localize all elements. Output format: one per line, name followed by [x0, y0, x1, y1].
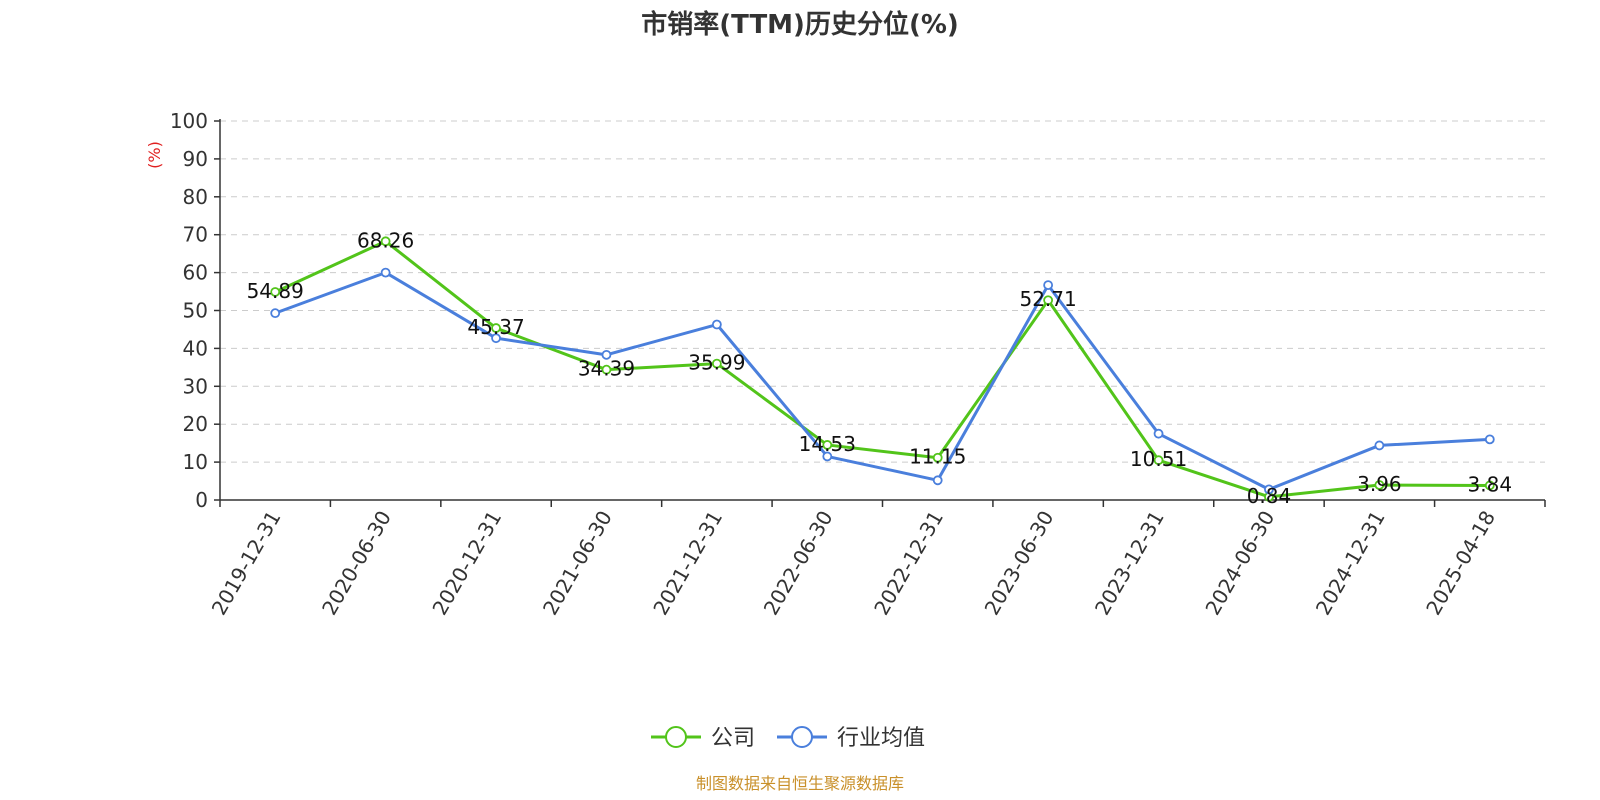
legend-marker: [791, 726, 813, 748]
x-tick-label: 2024-12-31: [1311, 507, 1390, 620]
data-point: [380, 267, 391, 278]
data-label: 34.39: [578, 357, 635, 381]
data-point: [270, 287, 281, 297]
data-point: [491, 323, 501, 333]
x-tick-label: 2020-12-31: [427, 506, 506, 619]
data-label: 14.53: [799, 432, 856, 456]
y-tick-label: 20: [183, 412, 208, 436]
y-tick-label: 0: [195, 488, 208, 512]
data-label: 68.26: [357, 228, 414, 252]
legend-label: 行业均值: [837, 726, 925, 751]
data-label: 54.89: [247, 279, 304, 303]
data-point: [822, 451, 833, 462]
y-tick-label: 80: [183, 185, 208, 209]
data-point: [711, 358, 722, 369]
data-point: [1484, 480, 1495, 491]
data-point: [932, 475, 943, 486]
data-point: [711, 319, 722, 330]
data-label: 45.37: [467, 315, 524, 339]
legend-marker: [665, 726, 687, 748]
legend[interactable]: 公司 行业均值: [651, 726, 925, 751]
x-tick-label: 2023-12-31: [1090, 507, 1169, 620]
x-tick-label: 2023-06-30: [980, 507, 1059, 620]
data-point: [822, 440, 833, 450]
data-point: [1043, 295, 1054, 306]
series-line-industry-avg: [274, 271, 1490, 491]
y-tick-label: 30: [183, 374, 208, 398]
data-label: 52.71: [1019, 287, 1076, 311]
data-point: [601, 349, 612, 360]
data-point: [491, 333, 501, 344]
data-point: [270, 308, 281, 319]
y-tick-label: 100: [170, 109, 208, 133]
x-tick-label: 2021-12-31: [648, 507, 727, 620]
y-tick-label: 50: [183, 299, 208, 323]
axes: 0 10 20 30 40 50 60 70 80 90 100 2019-12-31 2020-06-…: [170, 109, 1546, 620]
x-tick-label: 2020-06-30: [317, 507, 396, 620]
data-point: [601, 364, 612, 375]
data-label: 3.96: [1357, 472, 1402, 496]
x-tick-label: 2022-12-31: [869, 506, 948, 619]
x-tick-label: 2024-06-30: [1200, 507, 1279, 620]
x-tick-label: 2019-12-31: [207, 507, 286, 620]
data-labels: 54.89 68.26 45.37 34.39 35.99 14.53 11.15 52.71…: [247, 228, 1512, 508]
x-tick-label: 2022-06-30: [759, 507, 838, 620]
y-tick-label: 90: [183, 147, 208, 171]
series-line-company: [274, 239, 1490, 499]
data-point: [1484, 434, 1495, 445]
data-label: 10.51: [1130, 447, 1187, 471]
data-label: 11.15: [909, 445, 966, 469]
data-label: 3.84: [1468, 472, 1513, 496]
data-point: [1374, 440, 1385, 451]
data-label: 0.84: [1247, 484, 1292, 508]
data-point: [1153, 428, 1164, 439]
grid-lines: [220, 120, 1545, 463]
legend-item-company[interactable]: 公司: [651, 726, 755, 751]
data-point: [1264, 484, 1274, 495]
y-tick-label: 10: [183, 450, 208, 474]
data-point: [380, 236, 391, 247]
data-point: [1374, 480, 1385, 490]
legend-item-industry-avg[interactable]: 行业均值: [777, 726, 925, 751]
x-tick-label: 2021-06-30: [538, 507, 617, 620]
y-axis-label: (%): [145, 141, 164, 169]
data-label: 35.99: [688, 351, 745, 375]
y-tick-label: 60: [183, 261, 208, 285]
y-tick-label: 70: [183, 223, 208, 247]
data-point: [1043, 280, 1054, 291]
series: [270, 236, 1495, 502]
data-point: [932, 452, 943, 463]
chart-title: 市销率(TTM)历史分位(%): [641, 10, 959, 40]
y-tick-label: 40: [183, 336, 208, 360]
data-point: [1153, 455, 1164, 466]
source-note: 制图数据来自恒生聚源数据库: [695, 774, 904, 793]
x-tick-label: 2025-04-18: [1421, 507, 1500, 620]
legend-label: 公司: [711, 726, 755, 751]
